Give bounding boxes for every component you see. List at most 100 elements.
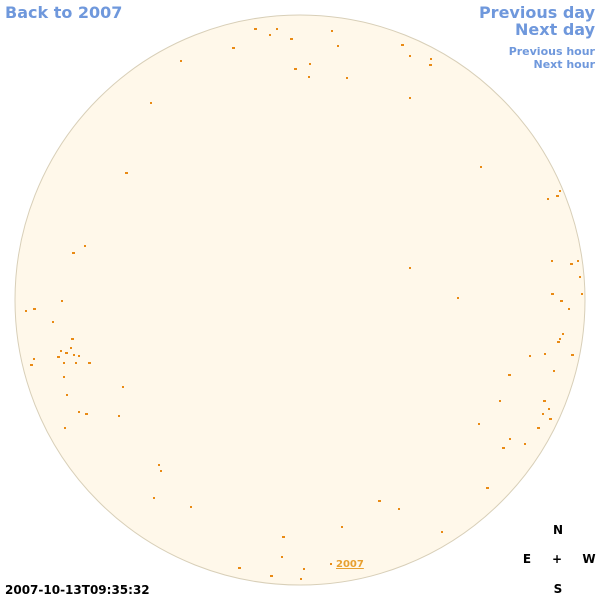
sunspot <box>401 44 404 46</box>
sunspot <box>577 260 579 262</box>
sunspot <box>557 341 560 343</box>
sunspot <box>70 347 72 349</box>
sunspot <box>65 352 68 354</box>
sunspot <box>150 102 152 104</box>
sunspot <box>282 536 285 538</box>
sunspot <box>30 364 33 366</box>
sunspot <box>290 38 293 40</box>
sunspot <box>61 300 63 302</box>
sunspot <box>66 394 68 396</box>
sunspot <box>63 362 65 364</box>
sunspot <box>88 362 91 364</box>
observation-timestamp: 2007-10-13T09:35:32 <box>5 583 150 597</box>
sunspot <box>341 526 343 528</box>
sunspot <box>480 166 482 168</box>
sunspot <box>180 60 182 62</box>
sunspot <box>331 30 333 32</box>
sunspot <box>551 293 554 295</box>
sunspot <box>232 47 235 49</box>
sunspot <box>457 297 459 299</box>
sunspot <box>548 408 550 410</box>
sunspot <box>300 578 302 580</box>
sunspot <box>122 386 124 388</box>
sunspot-layer <box>25 28 583 580</box>
sunspot <box>509 438 511 440</box>
sunspot <box>238 567 241 569</box>
sunspot <box>559 190 561 192</box>
compass-south-label: S <box>553 582 563 596</box>
sunspot <box>560 300 563 302</box>
sunspot <box>378 500 381 502</box>
next-day-link[interactable]: Next day <box>515 20 595 39</box>
sunspot <box>556 195 559 197</box>
sunspot <box>75 362 77 364</box>
sunspot <box>547 198 549 200</box>
sunspot <box>430 58 432 60</box>
compass-north-label: N <box>552 523 564 537</box>
sunspot <box>303 568 305 570</box>
sunspot <box>64 427 66 429</box>
sunspot <box>553 370 555 372</box>
sunspot <box>254 28 257 30</box>
sunspot <box>276 28 278 30</box>
sunspot <box>294 68 297 70</box>
sunspot <box>78 411 80 413</box>
sunspot <box>568 308 570 310</box>
sun-disk <box>14 14 586 586</box>
sunspot <box>73 354 75 356</box>
sunspot <box>52 321 54 323</box>
sunspot <box>549 418 552 420</box>
sunspot <box>542 413 544 415</box>
sunspot <box>60 350 62 352</box>
sunspot <box>429 64 432 66</box>
sunspot <box>270 575 273 577</box>
sunspot <box>118 415 120 417</box>
sunspot <box>309 63 311 65</box>
sunspot <box>441 531 443 533</box>
sunspot <box>125 172 128 174</box>
sunspot <box>337 45 339 47</box>
sunspot <box>346 77 348 79</box>
sunspot <box>562 333 564 335</box>
sunspot <box>559 338 561 340</box>
compass-west-label: W <box>582 552 596 566</box>
sunspot <box>409 267 411 269</box>
back-to-year-link[interactable]: Back to 2007 <box>5 3 123 22</box>
sunspot <box>478 423 480 425</box>
compass-east-label: E <box>522 552 532 566</box>
sunspot <box>581 293 583 295</box>
sunspot <box>63 376 65 378</box>
sunspot <box>571 354 574 356</box>
year-link[interactable]: 2007 <box>336 559 364 570</box>
sunspot <box>190 506 192 508</box>
sunspot <box>524 443 526 445</box>
sunspot <box>33 308 36 310</box>
sunspot <box>84 245 86 247</box>
sunspot <box>160 470 162 472</box>
sunspot <box>85 413 88 415</box>
sunspot <box>72 252 75 254</box>
sunspot <box>398 508 400 510</box>
sunspot <box>33 358 35 360</box>
sunspot <box>158 464 160 466</box>
sunspot <box>153 497 155 499</box>
sunspot <box>409 97 411 99</box>
sunspot <box>330 563 332 565</box>
sunspot <box>308 76 310 78</box>
sunspot <box>409 55 411 57</box>
sunspot <box>57 356 60 358</box>
sunspot <box>269 34 271 36</box>
sunspot <box>570 263 573 265</box>
sunspot <box>281 556 283 558</box>
sunspot <box>544 353 546 355</box>
next-hour-link[interactable]: Next hour <box>533 58 596 71</box>
previous-day-link[interactable]: Previous day <box>478 3 595 22</box>
sunspot <box>529 355 531 357</box>
previous-hour-link[interactable]: Previous hour <box>508 45 595 58</box>
sunspot <box>551 260 553 262</box>
sunspot <box>25 310 27 312</box>
sunspot <box>579 276 581 278</box>
sunspot <box>499 400 501 402</box>
